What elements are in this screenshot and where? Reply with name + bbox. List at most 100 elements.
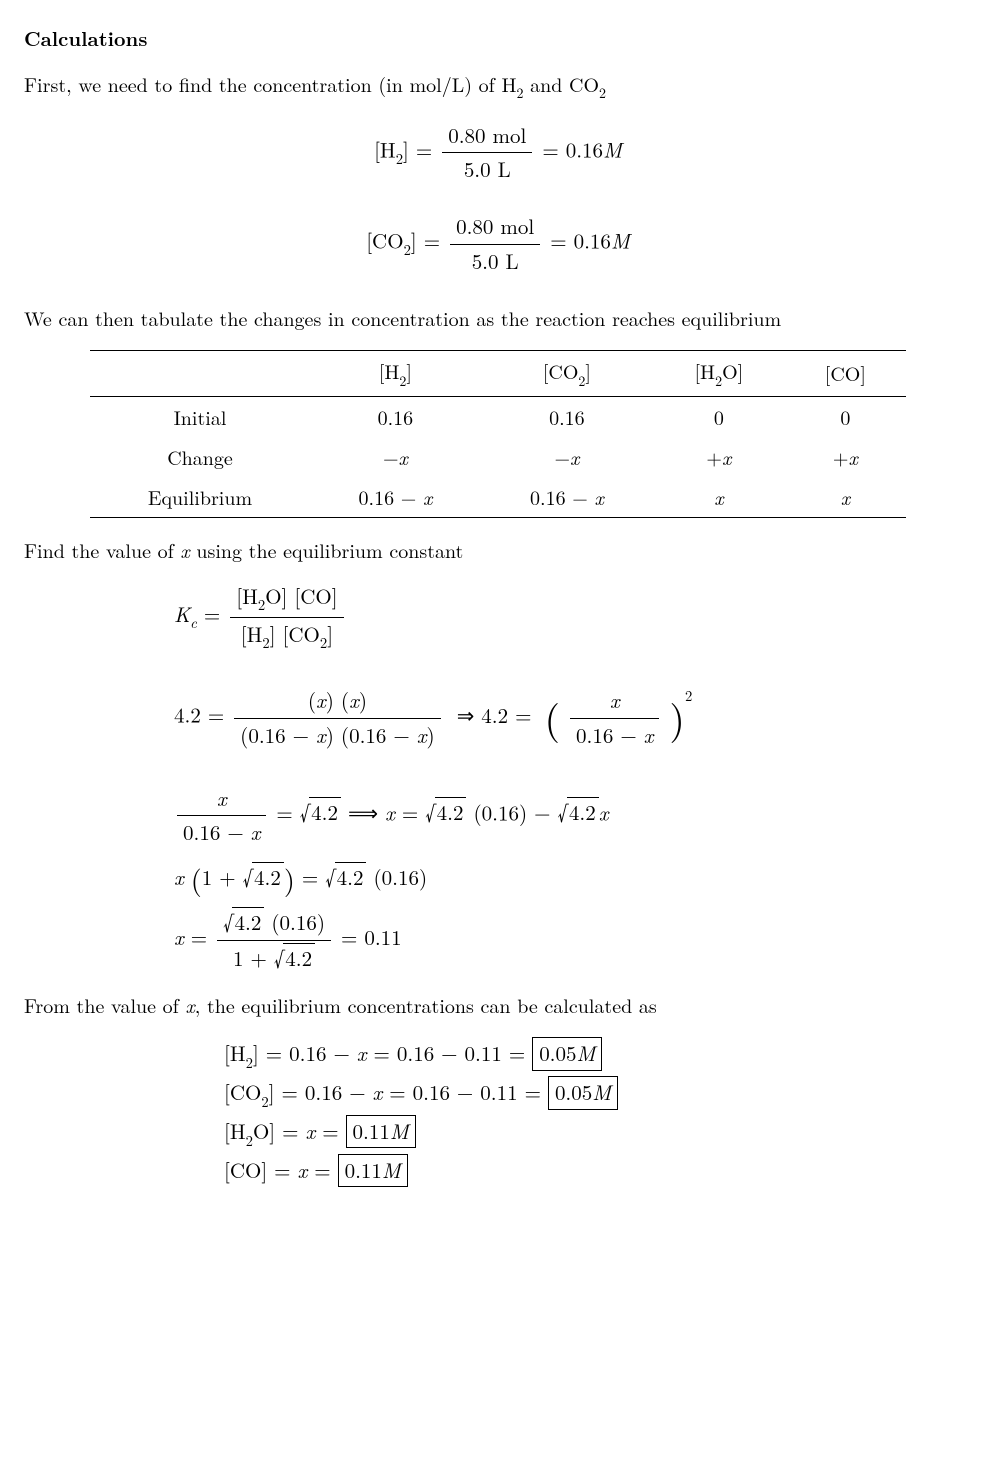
equation-sqrt-3: x = 4.2 (0.16) 1 + 4.2 = 0.11 (174, 907, 972, 974)
text: = (302, 862, 325, 892)
denominator: 5.0 L (450, 245, 540, 276)
unit: M (390, 1116, 409, 1146)
var: x (373, 1077, 383, 1107)
var: x (305, 1116, 315, 1146)
boxed-result: 0.11M (346, 1115, 416, 1148)
table-cell: 0 (785, 396, 906, 437)
text: O] = (253, 1116, 306, 1146)
fraction: 0.80 mol 5.0 L (442, 121, 532, 185)
radicand: 4.2 (309, 797, 341, 827)
boxed-result: 0.05M (548, 1076, 618, 1109)
var: x (399, 442, 408, 471)
text: [CO (366, 226, 403, 256)
text: = 0.16 (542, 134, 603, 164)
text: ] (327, 619, 333, 649)
text: ] (406, 356, 412, 385)
unit: M (577, 1038, 596, 1068)
table-header: [H2] (310, 351, 482, 397)
text: [H (224, 1116, 246, 1146)
radicand: 4.2 (232, 907, 264, 937)
text (184, 862, 191, 892)
result-h2o: [H2O] = x = 0.11M (224, 1115, 972, 1150)
value: 0.11 (345, 1155, 382, 1185)
text: using the equilibrium constant (190, 535, 464, 564)
para-results: From the value of x, the equilibrium con… (24, 991, 972, 1019)
text: [CO] = (224, 1155, 298, 1185)
var: x (251, 817, 261, 847)
text: O] [CO] (265, 581, 337, 611)
text: ) ( (326, 685, 349, 715)
equation-sqrt-1: x 0.16 − x = 4.2 ⟹ x = 4.2 (0.16) − 4.2x (174, 784, 972, 848)
fraction: (x) (x) (0.16 − x) (0.16 − x) (234, 686, 441, 750)
text: 0.16 − (530, 482, 594, 511)
para-intro: First, we need to find the concentration… (24, 70, 972, 103)
var: x (174, 922, 184, 952)
value: 0.05 (555, 1077, 592, 1107)
equation-sqrt-2: x (1 + 4.2) = 4.2 (0.16) (174, 862, 972, 893)
text: = (307, 1155, 337, 1185)
subscript: 2 (246, 1052, 253, 1073)
sqrt-icon: 4.2 (223, 907, 264, 938)
table-cell: x (653, 477, 785, 518)
text: ] = (403, 134, 439, 164)
text: [H (241, 619, 263, 649)
numerator: 0.80 mol (450, 212, 540, 244)
table-cell: 0 (653, 396, 785, 437)
text: ) (0.16 − (326, 720, 417, 750)
subscript: 2 (246, 1130, 253, 1151)
radicand: 4.2 (252, 862, 284, 892)
paren-icon: ( (544, 688, 560, 745)
table-header-row: [H2] [CO2] [H2O] [CO] (90, 351, 905, 397)
text: [H (224, 1038, 246, 1068)
unit: M (603, 134, 622, 164)
radicand: 4.2 (435, 797, 467, 827)
sqrt-icon: 4.2 (425, 797, 466, 828)
boxed-result: 0.11M (338, 1154, 408, 1187)
paren-icon: ) (284, 859, 295, 899)
numerator: 0.80 mol (442, 121, 532, 153)
text: 1 + (233, 943, 274, 973)
sqrt-icon: 4.2 (557, 797, 598, 828)
subscript: 2 (404, 239, 411, 260)
numerator: 4.2 (0.16) (217, 907, 331, 941)
text: [CO (543, 356, 579, 385)
var: x (349, 685, 359, 715)
text: + (706, 442, 722, 471)
table-cell: 0.16 − x (310, 477, 482, 518)
table-cell: +x (785, 437, 906, 477)
text: [H (695, 356, 716, 385)
sqrt-icon: 4.2 (274, 943, 315, 974)
text: ] = 0.16 − (269, 1077, 373, 1107)
fraction: [H2O] [CO] [H2] [CO2] (230, 582, 343, 653)
equation-h2-conc: [H2] = 0.80 mol 5.0 L = 0.16M (24, 121, 972, 185)
text: [CO (224, 1077, 261, 1107)
fraction: x 0.16 − x (570, 686, 659, 750)
result-co: [CO] = x = 0.11M (224, 1154, 972, 1187)
text: (0.16) (366, 862, 427, 892)
text: and CO (523, 69, 599, 98)
text: = 0.16 (550, 226, 611, 256)
section-heading: Calculations (24, 24, 972, 52)
sqrt-icon: 4.2 (300, 797, 341, 828)
text: ( (308, 685, 316, 715)
table-cell: −x (481, 437, 653, 477)
text: ] [CO (270, 619, 320, 649)
text: ) (359, 685, 367, 715)
text: + (833, 442, 849, 471)
subscript: 2 (578, 371, 585, 391)
var: x (423, 482, 432, 511)
superscript: 2 (685, 685, 692, 706)
subscript: 2 (262, 632, 269, 653)
text: ] = (411, 226, 447, 256)
text: (0.16 − (240, 720, 316, 750)
unit: M (611, 226, 630, 256)
var: x (599, 797, 609, 827)
fraction: 0.80 mol 5.0 L (450, 212, 540, 276)
text: ⇒ 4.2 = (457, 700, 539, 730)
value: 0.05 (539, 1038, 576, 1068)
para-find-x: Find the value of x using the equilibriu… (24, 536, 972, 564)
text: 1 + (202, 862, 243, 892)
text: 0.16 − (359, 482, 423, 511)
text: Find the value of (24, 535, 180, 564)
radicand: 4.2 (335, 862, 367, 892)
